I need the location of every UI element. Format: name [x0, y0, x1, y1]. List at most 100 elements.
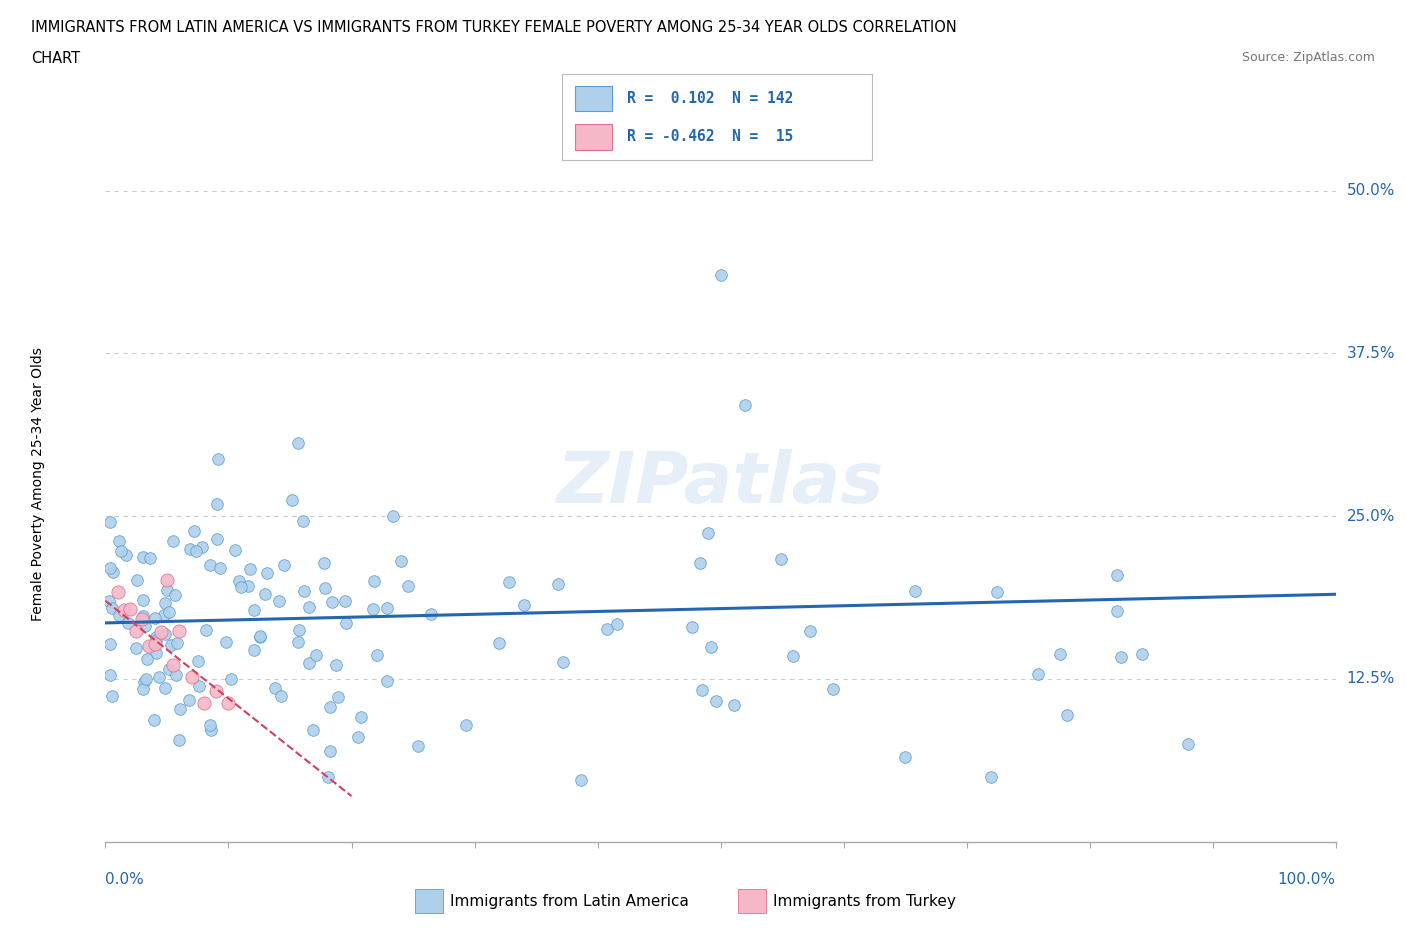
Point [155, 627, 177, 642]
Point [1056, 708, 1078, 723]
Point [903, 583, 925, 598]
Point [273, 557, 295, 572]
Point [112, 603, 135, 618]
Point [1105, 604, 1128, 618]
Point [136, 652, 159, 667]
Point [131, 612, 153, 627]
Point [333, 593, 356, 608]
Text: R = -0.462  N =  15: R = -0.462 N = 15 [627, 128, 793, 143]
Point [270, 688, 292, 703]
Point [454, 717, 477, 732]
Point [799, 623, 821, 638]
Point [134, 619, 156, 634]
Point [264, 680, 287, 695]
Point [319, 699, 342, 714]
Point [699, 640, 721, 655]
Point [179, 541, 201, 556]
Text: Immigrants from Turkey: Immigrants from Turkey [773, 894, 956, 909]
Point [100, 601, 122, 616]
Point [292, 584, 315, 599]
Point [605, 617, 627, 631]
Text: Female Poverty Among 25-34 Year Olds: Female Poverty Among 25-34 Year Olds [31, 347, 45, 620]
Point [326, 690, 349, 705]
Point [187, 654, 209, 669]
Point [498, 574, 520, 589]
Point [108, 534, 131, 549]
Point [224, 543, 246, 558]
Point [157, 662, 180, 677]
Point [101, 689, 124, 704]
Point [143, 636, 166, 651]
Point [243, 603, 266, 618]
Point [314, 580, 336, 595]
Point [894, 750, 917, 764]
Point [187, 679, 209, 694]
Point [156, 573, 179, 588]
Point [723, 698, 745, 712]
Point [207, 451, 229, 466]
Point [132, 682, 155, 697]
Point [420, 606, 443, 621]
Point [156, 583, 179, 598]
Point [1049, 646, 1071, 661]
Point [152, 608, 174, 623]
Point [335, 616, 357, 631]
Point [200, 558, 222, 573]
Point [200, 723, 222, 737]
Text: 50.0%: 50.0% [1347, 183, 1395, 198]
Point [132, 550, 155, 565]
Point [162, 533, 184, 548]
Point [184, 543, 207, 558]
Point [986, 585, 1008, 600]
Point [209, 561, 232, 576]
Point [190, 539, 212, 554]
Point [304, 647, 326, 662]
FancyBboxPatch shape [575, 124, 612, 150]
Point [138, 639, 160, 654]
Text: Immigrants from Latin America: Immigrants from Latin America [450, 894, 689, 909]
Point [166, 636, 188, 651]
Point [165, 668, 187, 683]
Point [243, 643, 266, 658]
Point [145, 645, 167, 660]
Point [169, 702, 191, 717]
Point [319, 743, 342, 758]
Point [135, 671, 157, 686]
Point [239, 562, 262, 577]
Text: CHART: CHART [31, 51, 80, 66]
Point [98, 668, 121, 683]
Point [117, 616, 139, 631]
Point [205, 684, 228, 698]
Point [110, 543, 132, 558]
Text: 0.0%: 0.0% [105, 872, 145, 887]
Point [689, 556, 711, 571]
Point [138, 551, 160, 565]
Point [198, 717, 221, 732]
Point [229, 579, 252, 594]
Point [821, 682, 844, 697]
Point [98, 515, 121, 530]
Point [157, 604, 180, 619]
Point [681, 619, 703, 634]
Point [134, 675, 156, 690]
Text: IMMIGRANTS FROM LATIN AMERICA VS IMMIGRANTS FROM TURKEY FEMALE POVERTY AMONG 25-: IMMIGRANTS FROM LATIN AMERICA VS IMMIGRA… [31, 20, 956, 35]
Point [205, 497, 228, 512]
Point [249, 629, 271, 644]
Point [249, 630, 271, 644]
Point [318, 769, 340, 784]
Point [1130, 646, 1153, 661]
Point [1026, 667, 1049, 682]
Point [149, 625, 172, 640]
Point [312, 555, 335, 570]
Point [153, 680, 176, 695]
Point [162, 658, 184, 672]
Point [361, 602, 384, 617]
Point [236, 578, 259, 593]
Point [287, 634, 309, 649]
Point [782, 648, 804, 663]
Point [256, 565, 278, 580]
Text: 12.5%: 12.5% [1347, 671, 1395, 686]
Point [254, 587, 277, 602]
Point [375, 673, 398, 688]
Point [125, 623, 148, 638]
